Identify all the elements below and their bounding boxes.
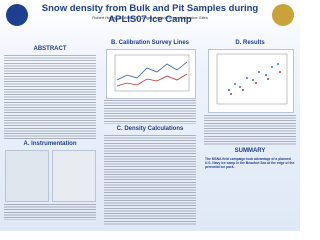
scatter-points bbox=[230, 71, 281, 95]
section-heading: ABSTRACT bbox=[33, 46, 67, 52]
plot-point bbox=[228, 89, 230, 91]
plot-point bbox=[258, 71, 260, 73]
figure-plot bbox=[114, 54, 190, 92]
authors: Robert Hosny, Cathleen A. Geiger, Adrian… bbox=[92, 15, 208, 20]
section-heading: SUMMARY bbox=[234, 148, 266, 154]
plot-point bbox=[255, 82, 257, 84]
plot-point bbox=[246, 77, 248, 79]
plot-point bbox=[279, 71, 281, 73]
photo bbox=[5, 150, 49, 202]
body-text bbox=[4, 55, 96, 139]
section-heading: B. Calibration Survey Lines bbox=[110, 40, 190, 46]
section-heading: C. Density Calculations bbox=[116, 126, 184, 132]
caption bbox=[4, 204, 96, 220]
plot-frame bbox=[216, 53, 288, 105]
figure bbox=[106, 49, 196, 99]
poster-title: Snow density from Bulk and Pit Samples d… bbox=[41, 3, 259, 25]
plot-point bbox=[271, 66, 273, 68]
logo bbox=[6, 4, 28, 26]
plot-line bbox=[116, 73, 188, 87]
plot-point bbox=[242, 89, 244, 91]
poster: Snow density from Bulk and Pit Samples d… bbox=[0, 0, 300, 231]
photo bbox=[52, 150, 96, 202]
body-text bbox=[104, 135, 196, 225]
summary-text: The MSNA field campaign took advantage o… bbox=[205, 157, 295, 170]
section-heading: A. Instrumentation bbox=[23, 141, 77, 147]
plot-frame bbox=[114, 54, 190, 92]
scatter-points bbox=[228, 63, 279, 91]
section-heading: D. Results bbox=[235, 40, 265, 46]
plot-point bbox=[234, 83, 236, 85]
plot-point bbox=[239, 86, 241, 88]
plot-point bbox=[252, 79, 254, 81]
plot-line bbox=[116, 61, 188, 81]
plot-point bbox=[277, 63, 279, 65]
plot-point bbox=[267, 78, 269, 80]
caption bbox=[104, 100, 196, 124]
caption bbox=[204, 115, 296, 145]
logo bbox=[272, 4, 294, 26]
figure bbox=[208, 49, 294, 113]
plot-point bbox=[265, 74, 267, 76]
plot-point bbox=[230, 93, 232, 95]
figure-plot bbox=[216, 53, 288, 105]
